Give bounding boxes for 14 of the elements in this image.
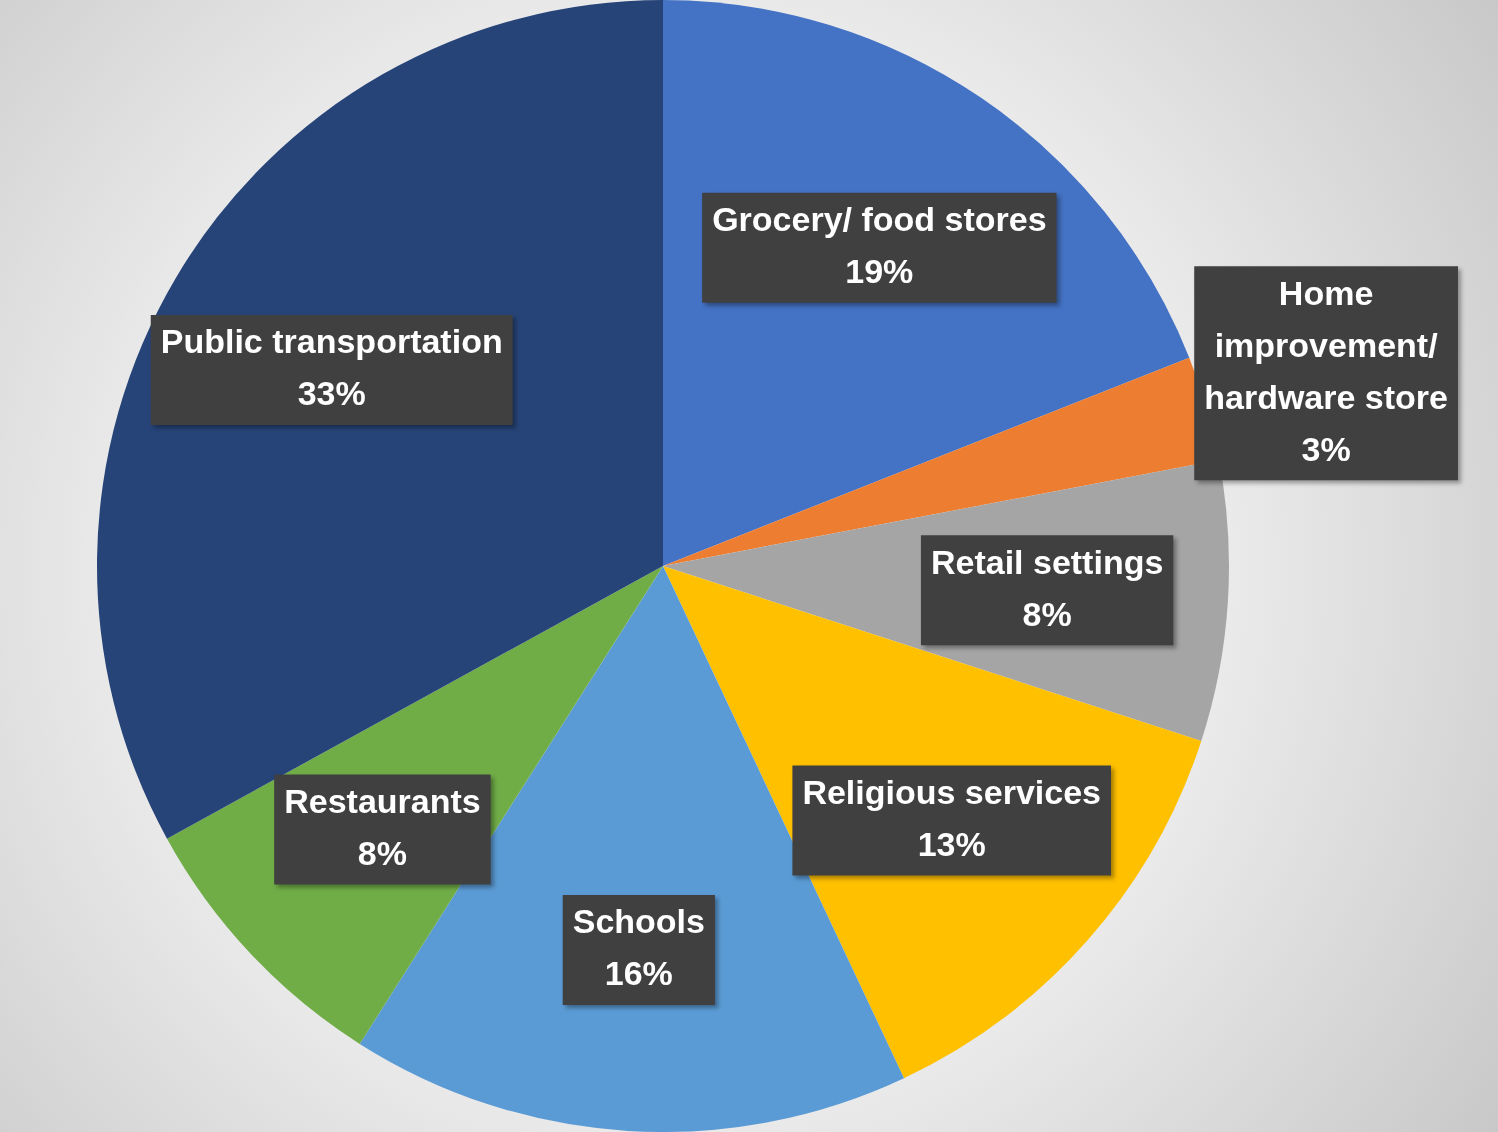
slice-label: Public transportation <box>160 322 503 361</box>
slice-label: Grocery/ food stores <box>712 200 1047 239</box>
slice-label: Home improvement/ hardware store <box>1204 273 1448 416</box>
slice-label: Retail settings <box>930 542 1164 581</box>
slice-label: Schools <box>572 902 705 941</box>
slice-label: Restaurants <box>284 781 481 820</box>
data-label: 16% <box>604 954 673 993</box>
data-label: 19% <box>845 252 914 291</box>
slice-label: Religious services <box>802 772 1102 811</box>
data-label: 3% <box>1301 429 1351 468</box>
data-label: 8% <box>357 833 407 872</box>
data-label: 8% <box>1022 594 1072 633</box>
data-label: 33% <box>297 374 366 413</box>
data-label: 13% <box>917 824 986 863</box>
